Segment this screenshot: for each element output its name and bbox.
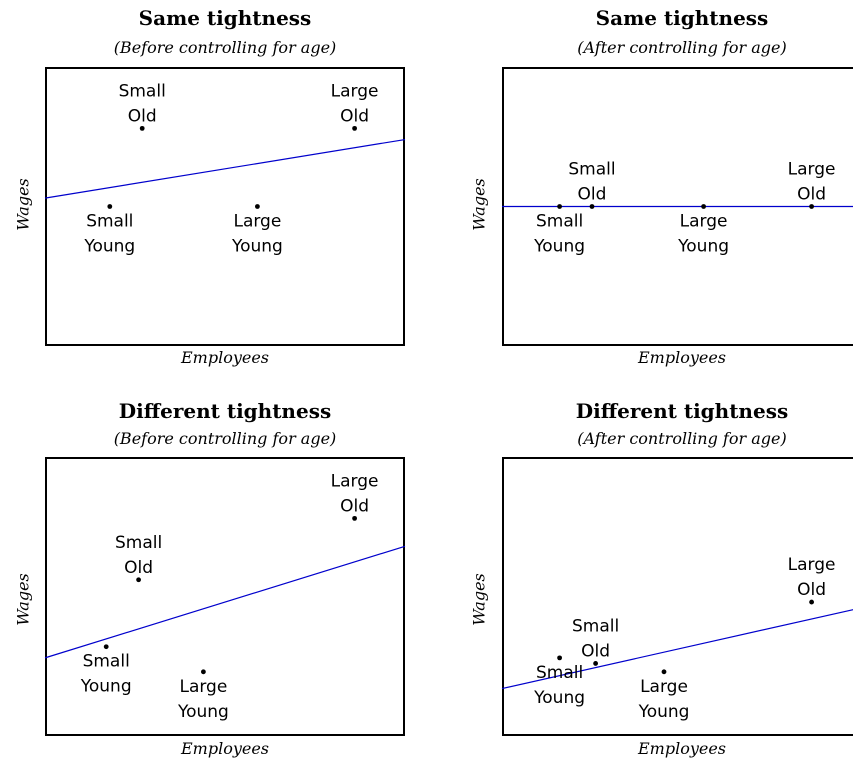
point-label: Old (797, 185, 826, 205)
chart-subtitle: (Before controlling for age) (113, 38, 337, 57)
point-label: Large (788, 160, 836, 180)
point-label: Young (677, 237, 729, 257)
data-point (352, 125, 357, 131)
point-label: Old (128, 106, 157, 126)
point-label: Small (86, 212, 133, 232)
x-axis-label: Employees (180, 739, 270, 758)
data-point (557, 204, 562, 209)
point-label: Small (83, 652, 130, 672)
point-label: Young (533, 688, 585, 708)
data-point (103, 644, 109, 650)
point-label: Small (572, 616, 619, 636)
data-point (107, 204, 113, 209)
x-axis-label: Employees (637, 348, 727, 367)
point-label: Old (124, 558, 153, 578)
point-label: Small (536, 212, 583, 232)
point-label: Small (568, 160, 615, 180)
plot-area: Small Young Small Old Large Young Large Old (44, 457, 406, 736)
point-label: Young (177, 702, 229, 722)
data-point (557, 655, 562, 661)
chart-subtitle: (After controlling for age) (577, 38, 787, 57)
point-label: Old (797, 580, 826, 600)
data-point (139, 125, 145, 131)
point-label: Small (536, 663, 583, 683)
data-point (255, 204, 260, 209)
data-point (589, 204, 595, 209)
point-label: Large (331, 471, 379, 491)
point-label: Old (340, 496, 369, 516)
point-label: Young (638, 702, 690, 722)
point-label: Young (533, 237, 585, 257)
chart-title: Same tightness (595, 6, 769, 30)
chart-title: Different tightness (575, 399, 789, 423)
point-label: Old (581, 641, 610, 661)
fit-line (44, 138, 406, 199)
fit-line (44, 545, 406, 659)
y-axis-label: Wages (13, 178, 33, 231)
x-axis-label: Employees (180, 348, 270, 367)
point-label: Young (231, 237, 283, 257)
data-point (701, 204, 706, 209)
data-point (201, 669, 206, 675)
point-label: Large (640, 677, 688, 697)
point-label: Large (331, 81, 379, 101)
chart-title: Different tightness (118, 399, 332, 423)
data-point (661, 669, 667, 675)
fit-line (501, 609, 853, 690)
y-axis-label: Wages (13, 573, 33, 626)
point-label: Small (119, 81, 166, 101)
x-axis-label: Employees (637, 739, 727, 758)
point-label: Small (115, 533, 162, 553)
data-point (352, 515, 357, 521)
plot-frame (502, 457, 853, 736)
point-label: Old (578, 185, 607, 205)
chart-subtitle: (After controlling for age) (577, 429, 787, 448)
y-axis-label: Wages (469, 178, 489, 231)
data-point (809, 204, 814, 209)
point-label: Large (179, 677, 227, 697)
point-label: Old (340, 106, 369, 126)
point-label: Young (83, 237, 135, 257)
data-point (136, 577, 141, 583)
data-point (809, 599, 814, 605)
plot-area: Small Young Small Old Large Young Large Old (44, 67, 406, 346)
point-label: Large (233, 212, 281, 232)
point-label: Large (788, 555, 836, 575)
chart-title: Same tightness (138, 6, 312, 30)
plot-frame (45, 67, 405, 346)
plot-frame (45, 457, 405, 736)
plot-area: Small Young Small Old Large Young Large Old (502, 67, 853, 346)
y-axis-label: Wages (469, 573, 489, 626)
data-point (593, 661, 598, 666)
point-label: Large (680, 212, 728, 232)
point-label: Young (80, 677, 132, 697)
chart-subtitle: (Before controlling for age) (113, 429, 337, 448)
